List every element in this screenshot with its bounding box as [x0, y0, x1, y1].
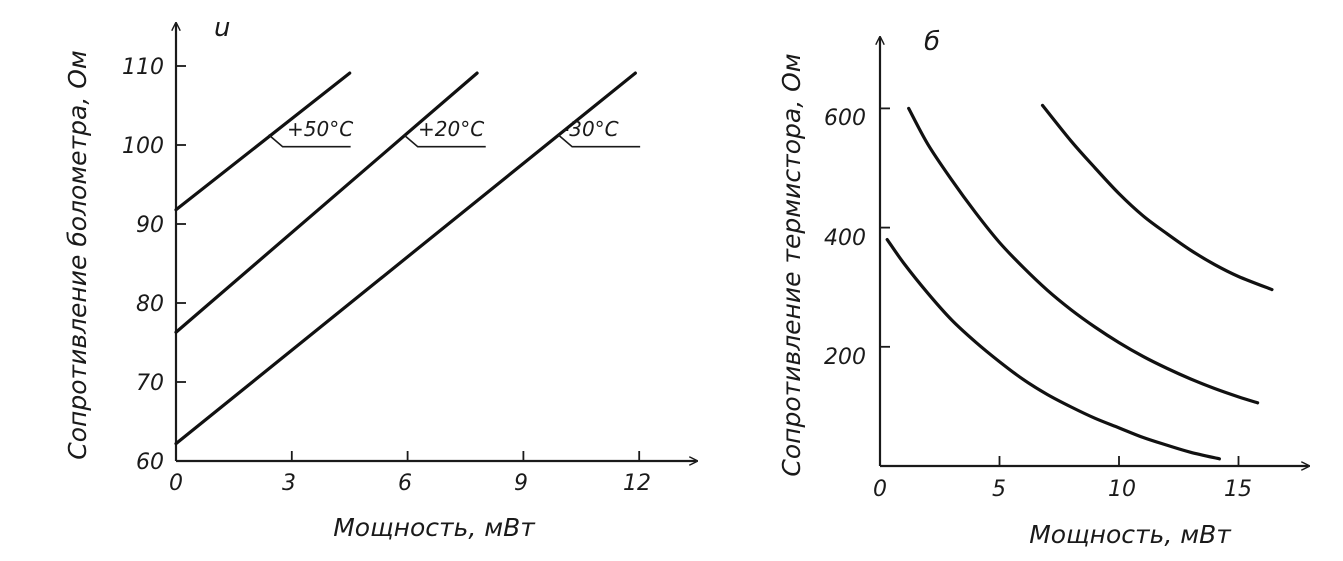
- x-axis-label: Мощность, мВт: [1029, 520, 1232, 549]
- x-tick-label: 0: [873, 477, 887, 502]
- x-tick-label: 10: [1108, 477, 1136, 502]
- series-line: [174, 71, 479, 334]
- series-curve: [885, 237, 1221, 461]
- y-tick-labels: 60 70 80 90 100 110: [122, 55, 164, 475]
- x-tick-label: 9: [514, 471, 528, 496]
- x-tick-label: 15: [1224, 477, 1252, 502]
- label-leader: [268, 134, 351, 148]
- y-tick-label: 110: [122, 55, 164, 80]
- series-line: [174, 71, 352, 212]
- chart-bolometer: u 60 70 80 90 100 110 0 3 6 9 12 Мощност…: [63, 13, 696, 542]
- series-lines: [174, 71, 641, 446]
- y-tick-label: 70: [136, 371, 164, 396]
- series-lines: [885, 103, 1274, 461]
- y-tick-label: 400: [824, 226, 866, 251]
- y-tick-label: 90: [136, 213, 164, 238]
- x-tick-label: 5: [992, 477, 1006, 502]
- x-tick-label: 3: [282, 471, 296, 496]
- y-axis-label: Сопротивление болометра, Ом: [63, 50, 92, 460]
- panel-label: u: [214, 13, 230, 43]
- series-label: +20°С: [418, 117, 484, 141]
- x-tick-label: 0: [169, 471, 183, 496]
- y-tick-label: 80: [136, 292, 164, 317]
- x-tick-labels: 0 5 10 15: [873, 477, 1252, 502]
- series-curve: [907, 106, 1260, 405]
- label-leader: [557, 134, 641, 148]
- series-labels: +50°С +20°С -30°С: [287, 117, 619, 141]
- y-tick-label: 200: [824, 345, 866, 370]
- x-tick-label: 6: [398, 471, 412, 496]
- y-tick-label: 100: [122, 134, 164, 159]
- x-tick-label: 12: [623, 471, 651, 496]
- chart-thermistor: б 200 400 600 0 5 10 15 Мощность, мВт Со…: [777, 27, 1308, 549]
- x-axis-label: Мощность, мВт: [333, 513, 536, 542]
- x-tick-labels: 0 3 6 9 12: [169, 471, 651, 496]
- y-axis-label: Сопротивление термистора, Ом: [777, 53, 806, 476]
- y-tick-labels: 200 400 600: [824, 106, 866, 370]
- series-label: -30°С: [562, 117, 619, 141]
- panel-label: б: [924, 27, 940, 57]
- y-tick-label: 60: [136, 450, 164, 475]
- y-tick-label: 600: [824, 106, 866, 131]
- series-label: +50°С: [287, 117, 353, 141]
- series-curve: [1040, 103, 1274, 292]
- label-leader: [403, 134, 486, 148]
